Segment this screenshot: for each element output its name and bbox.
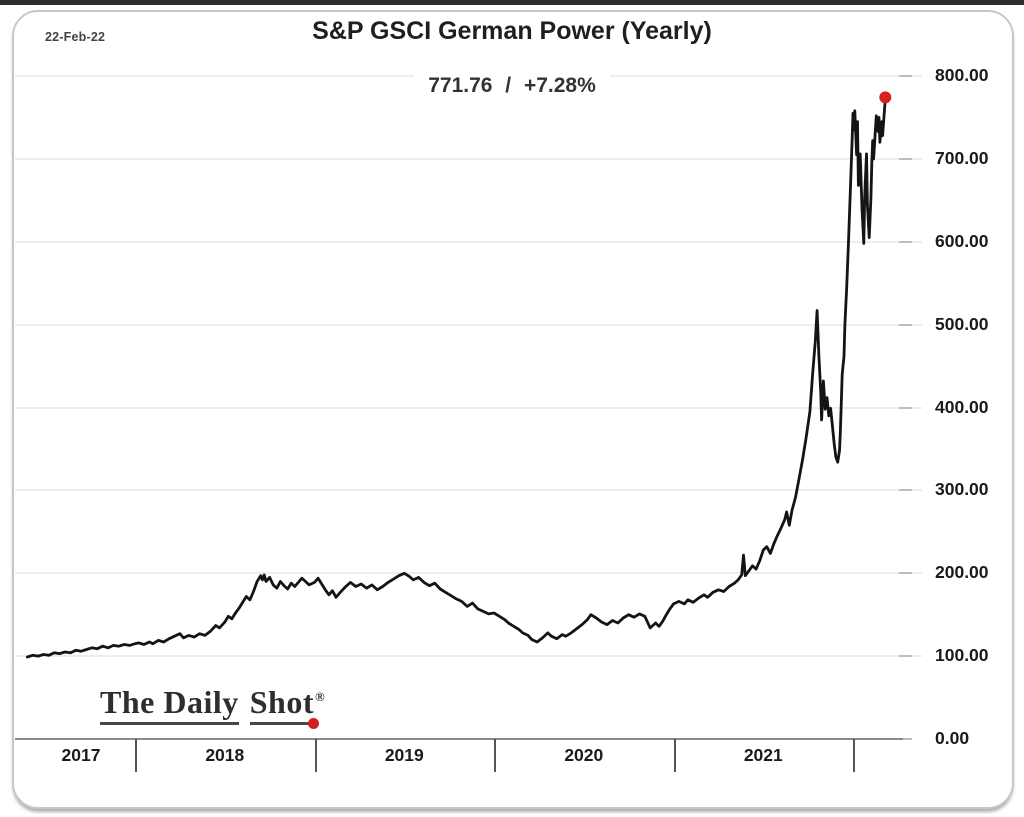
y-axis-tick: [899, 323, 912, 326]
logo-word-the-daily: The Daily: [100, 684, 239, 725]
y-axis-label: 0.00: [935, 728, 970, 748]
chart-title: S&P GSCI German Power (Yearly): [312, 17, 712, 45]
y-axis-tick: [899, 240, 912, 243]
x-axis-tick: [135, 739, 137, 772]
top-border-bar: [0, 0, 1024, 5]
y-gridline: [15, 323, 922, 326]
y-axis-label: 400.00: [935, 396, 989, 417]
x-axis-tick: [494, 739, 496, 772]
x-axis-year-label: 2021: [743, 745, 783, 765]
y-axis-tick: [899, 75, 912, 77]
logo-word-shot-text: Shot: [249, 684, 314, 720]
y-axis-label: 200.00: [935, 562, 989, 583]
x-axis-line: [15, 738, 903, 740]
y-gridline: [15, 240, 922, 243]
y-gridline: [15, 655, 922, 658]
x-axis-year-label: 2018: [205, 745, 245, 765]
y-axis-tick: [899, 489, 912, 492]
y-gridline: [15, 157, 922, 160]
x-axis-tick: [673, 739, 676, 772]
y-gridline: [15, 489, 922, 492]
y-axis-tick: [899, 157, 912, 160]
registered-mark: ®: [314, 689, 326, 705]
y-axis-tick: [899, 738, 912, 740]
y-axis-label: 500.00: [935, 313, 989, 334]
y-gridline: [15, 406, 922, 409]
y-axis-label: 100.00: [935, 645, 989, 666]
x-axis-year-label: 2017: [61, 745, 101, 765]
date-stamp: 22-Feb-22: [45, 30, 106, 44]
daily-shot-logo: The Daily Shot ®: [100, 684, 326, 729]
last-value-readout-wrap: 771.76 / +7.28%: [0, 74, 1024, 98]
x-axis-tick: [853, 739, 855, 772]
logo-red-dot-icon: [307, 718, 319, 729]
y-axis-label: 700.00: [935, 147, 989, 168]
last-value-readout: 771.76 / +7.28%: [414, 74, 610, 98]
y-axis-tick: [899, 406, 912, 409]
y-gridline: [15, 572, 922, 575]
y-axis-tick: [899, 572, 912, 575]
logo-word-shot: Shot: [249, 684, 319, 729]
y-axis-tick: [899, 655, 912, 658]
x-axis-year-label: 2020: [564, 745, 604, 765]
y-axis-label: 800.00: [935, 65, 989, 85]
x-axis-tick: [314, 739, 317, 772]
y-axis-label: 600.00: [935, 230, 989, 251]
x-axis-year-label: 2019: [384, 745, 424, 765]
y-axis-label: 300.00: [935, 479, 989, 500]
